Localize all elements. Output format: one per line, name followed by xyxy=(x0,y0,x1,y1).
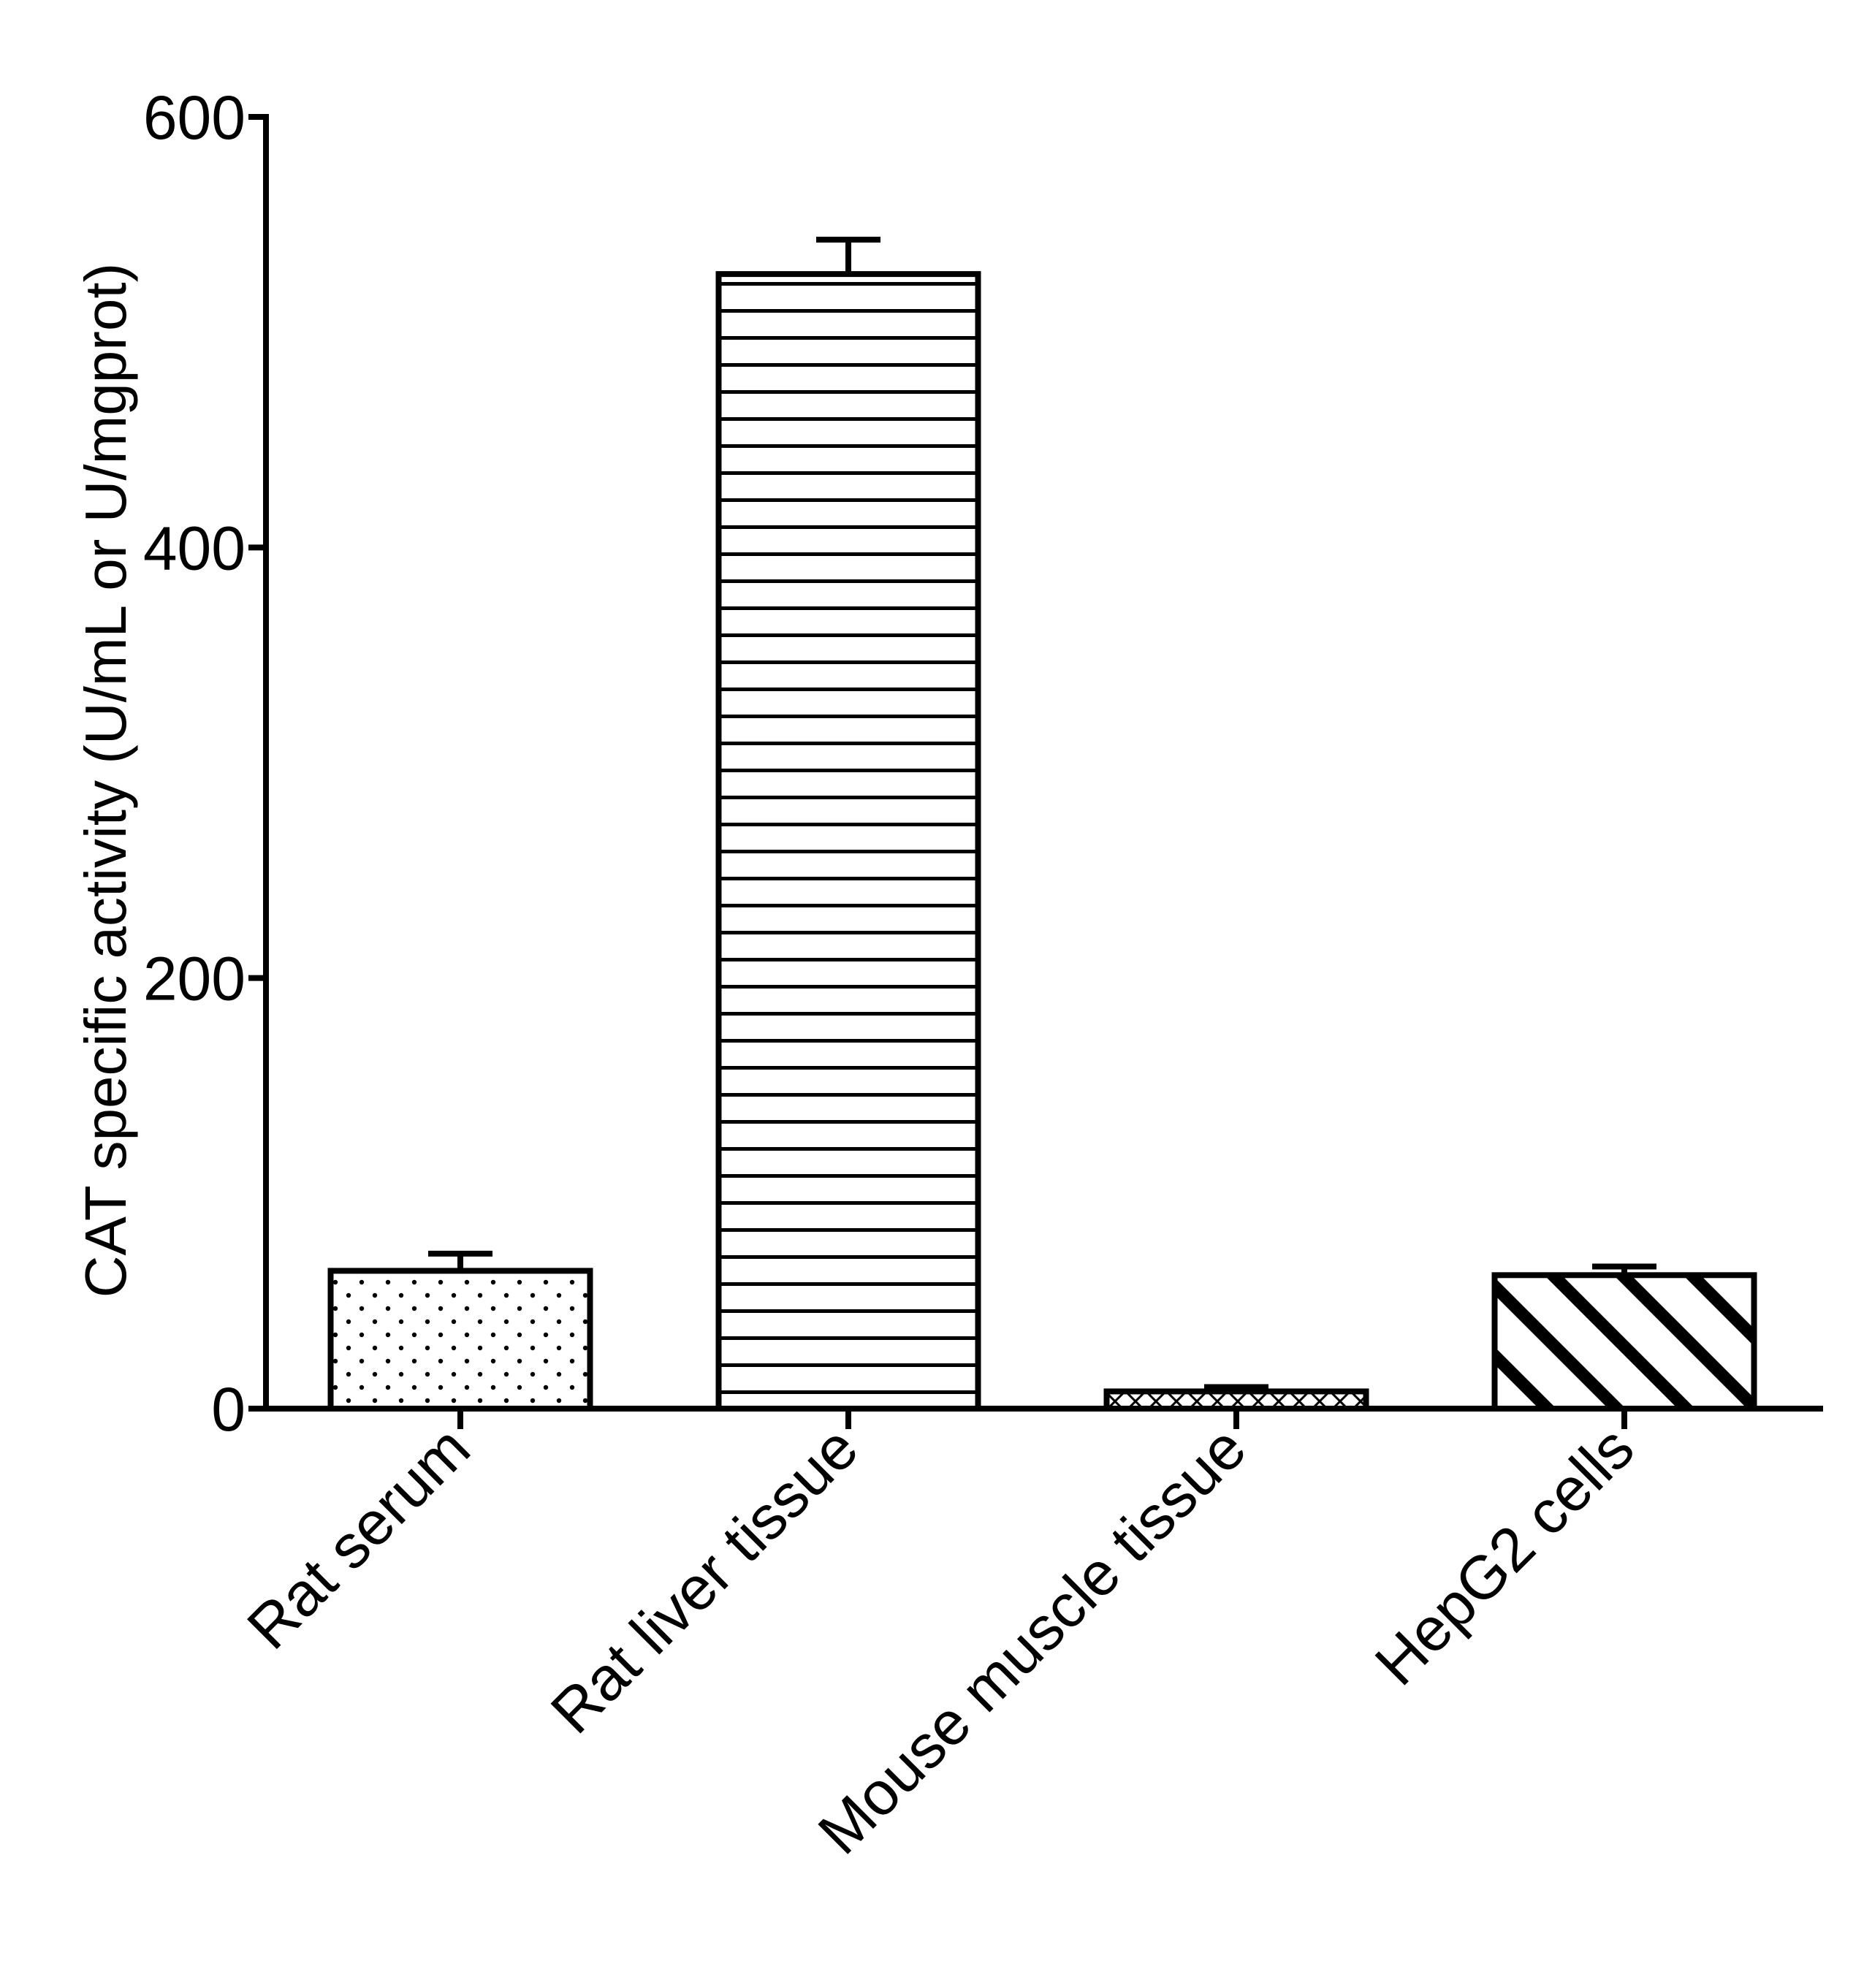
bars-group xyxy=(327,271,1757,1412)
error-bars-group xyxy=(428,236,1656,1392)
x-tick-label-hepg2-cells: HepG2 cells xyxy=(1362,1413,1647,1698)
bar-rat-liver-tissue xyxy=(715,271,981,1412)
y-tick-label-200: 200 xyxy=(143,945,246,1013)
x-tick-label-mouse-muscle-tissue: Mouse muscle tissue xyxy=(805,1413,1259,1867)
y-ticks-group: 0 200 400 600 xyxy=(143,83,266,1444)
bar-rat-serum xyxy=(327,1268,593,1412)
x-tick-label-rat-serum: Rat serum xyxy=(234,1413,482,1661)
error-bar-mouse-muscle-tissue xyxy=(1204,1384,1268,1392)
error-bar-rat-serum xyxy=(428,1250,492,1271)
y-tick-label-600: 600 xyxy=(143,83,246,152)
y-tick-label-0: 0 xyxy=(211,1375,246,1444)
bar-hepg2-cells xyxy=(1491,1272,1757,1412)
y-axis-title: CAT specific activity (U/mL or U/mgprot) xyxy=(73,263,138,1298)
x-tick-label-rat-liver-tissue: Rat liver tissue xyxy=(538,1413,871,1746)
y-tick-label-400: 400 xyxy=(143,514,246,582)
error-bar-hepg2-cells xyxy=(1592,1263,1656,1276)
error-bar-rat-liver-tissue xyxy=(816,236,880,275)
